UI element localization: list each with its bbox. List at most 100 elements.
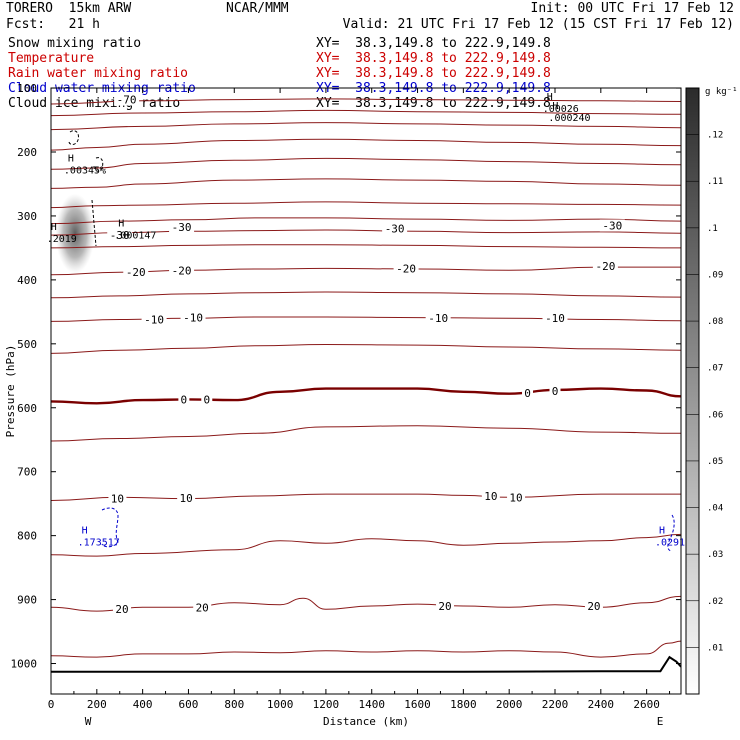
field-label-temperature: Temperature — [8, 51, 95, 66]
colorbar-tick-label: .06 — [707, 410, 723, 420]
contour-label-bg — [522, 387, 534, 400]
colorbar-tick-label: .04 — [707, 504, 723, 514]
init-time: Init: 00 UTC Fri 17 Feb 12 — [530, 1, 735, 16]
extremum-value: .0291 — [655, 538, 685, 549]
contour-label-bg — [169, 220, 195, 233]
contour-label: -10 — [428, 312, 448, 325]
x-tick-label: 400 — [133, 698, 153, 711]
x-tick-label: 2600 — [633, 698, 660, 711]
y-tick-label: 900 — [17, 594, 37, 607]
x-tick-label: 1000 — [267, 698, 294, 711]
extremum-marker: H — [552, 101, 558, 112]
contour-label: 20 — [196, 601, 209, 614]
contour-label-bg — [169, 264, 195, 277]
extremum-value: .000147 — [114, 231, 156, 242]
y-tick-label: 300 — [17, 210, 37, 223]
contour-label: 10 — [484, 490, 497, 503]
temperature-contour — [51, 387, 681, 405]
y-tick-label: 400 — [17, 274, 37, 287]
colorbar-tick-label: .05 — [707, 457, 723, 467]
contour-label-bg — [177, 491, 196, 504]
colorbar-tick-label: .08 — [707, 317, 723, 327]
temperature-contour — [51, 201, 681, 209]
temperature-contour — [51, 229, 681, 236]
contour-label-bg — [201, 393, 213, 406]
y-tick-label: 100 — [17, 82, 37, 95]
extremum-marker: H — [547, 92, 553, 103]
contour-label: -10 — [545, 312, 565, 325]
temperature-contour — [51, 533, 681, 557]
contour-label: 10 — [509, 491, 522, 504]
temperature-contour — [51, 595, 681, 612]
y-tick-label: 500 — [17, 338, 37, 351]
colorbar-bar — [685, 87, 700, 695]
x-tick-label: 600 — [179, 698, 199, 711]
contour-label-bg — [425, 312, 451, 325]
x-end-label-west: W — [85, 715, 92, 728]
colorbar-tick-label: .07 — [707, 364, 723, 374]
field-xy-snow: XY= 38.3,149.8 to 222.9,149.8 — [316, 36, 551, 51]
contour-label-bg — [592, 259, 618, 272]
model-title: TORERO 15km ARW — [6, 1, 132, 16]
colorbar-tick-label: .12 — [707, 131, 723, 141]
contour-label: -20 — [396, 262, 416, 275]
contour-label-bg — [108, 492, 127, 505]
temperature-contour — [51, 122, 681, 131]
plot-frame — [50, 87, 682, 695]
contour-label: -30 — [385, 223, 405, 236]
contour-label: 20 — [115, 603, 128, 616]
contour-label-bg — [193, 601, 212, 614]
temperature-contour — [51, 244, 681, 249]
contour-label-bg — [436, 599, 455, 612]
extremum-marker: H — [82, 526, 88, 537]
x-tick-label: 1800 — [450, 698, 477, 711]
contour-label: 0 — [524, 387, 531, 400]
x-tick-label: 1200 — [313, 698, 340, 711]
contour-label: 0 — [181, 393, 188, 406]
contour-label-bg — [107, 229, 133, 242]
colorbar-tick-label: .1 — [707, 224, 718, 234]
y-tick-label: 600 — [17, 402, 37, 415]
temperature-contour — [51, 217, 681, 225]
contour-label: -20 — [126, 266, 146, 279]
contour-label-bg — [180, 311, 206, 324]
forecast-hour: Fcst: 21 h — [6, 17, 100, 32]
temperature-contour — [51, 109, 681, 117]
contour-label-bg — [599, 219, 625, 232]
x-axis-title: Distance (km) — [323, 715, 409, 728]
x-tick-label: 800 — [224, 698, 244, 711]
contour-label: 0 — [203, 393, 210, 406]
contour-label: -30 — [110, 229, 130, 242]
extremum-value: .173517 — [78, 538, 120, 549]
contour-label-bg — [542, 312, 568, 325]
contour-label: -30 — [602, 220, 622, 233]
temperature-contour — [51, 425, 681, 442]
x-end-label-east: E — [657, 715, 664, 728]
extremum-marker: H — [51, 222, 57, 233]
x-tick-label: 1400 — [358, 698, 385, 711]
colorbar-tick-label: .03 — [707, 550, 723, 560]
contour-label: -30 — [172, 221, 192, 234]
temperature-contour — [51, 98, 681, 105]
contour-label-bg — [141, 313, 167, 326]
cloud-water-contour — [667, 514, 675, 552]
contour-label-bg — [178, 393, 190, 406]
colorbar-tick-label: .11 — [707, 177, 723, 187]
contour-label-bg — [114, 93, 140, 106]
extremum-value: .00345% — [64, 166, 106, 177]
x-tick-label: 2200 — [542, 698, 569, 711]
cloud-ice-contour — [68, 130, 79, 145]
temperature-contour — [51, 138, 681, 151]
x-tick-label: 0 — [48, 698, 55, 711]
contour-label: 0 — [552, 385, 559, 398]
org-label: NCAR/MMM — [226, 1, 289, 16]
contour-label-bg — [113, 603, 132, 616]
contour-label: 10 — [111, 493, 124, 506]
temperature-contour — [51, 157, 681, 170]
temperature-contour — [51, 493, 681, 501]
valid-time: Valid: 21 UTC Fri 17 Feb 12 (15 CST Fri … — [342, 17, 734, 32]
y-tick-label: 800 — [17, 530, 37, 543]
y-tick-label: 700 — [17, 466, 37, 479]
extremum-value: .000240 — [548, 113, 590, 124]
extremum-value: .2019 — [47, 234, 77, 245]
